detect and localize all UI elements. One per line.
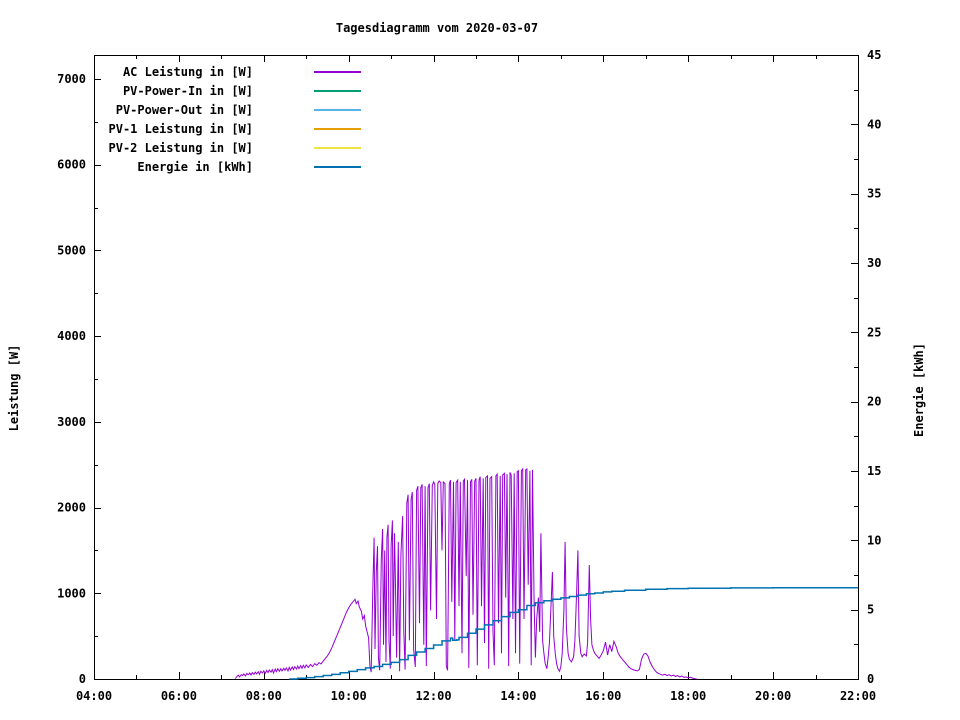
- y1-tick-label: 5000: [57, 243, 86, 257]
- y1-tick-label: 2000: [57, 501, 86, 515]
- x-tick-label: 06:00: [161, 689, 197, 703]
- x-tick-label: 22:00: [840, 689, 876, 703]
- x-tick-label: 18:00: [670, 689, 706, 703]
- x-tick-label: 12:00: [415, 689, 451, 703]
- legend-label: PV-1 Leistung in [W]: [108, 121, 254, 136]
- y2-tick-label: 20: [867, 395, 881, 409]
- y2-tick-label: 0: [867, 672, 874, 686]
- legend-label: PV-2 Leistung in [W]: [108, 140, 254, 155]
- legend-label: AC Leistung in [W]: [122, 64, 253, 79]
- legend: AC Leistung in [W] PV-Power-In in [W] PV-P…: [94, 62, 361, 176]
- x-tick-label: 04:00: [76, 689, 112, 703]
- series-line-ac-leistung-in-w-: [234, 467, 697, 680]
- x-tick-label: 08:00: [246, 689, 282, 703]
- y2-tick-label: 5: [867, 603, 874, 617]
- series-line-energie-in-kwh-: [289, 587, 858, 680]
- y1-tick-label: 1000: [57, 586, 86, 600]
- legend-row: Energie in [kWh]: [94, 157, 361, 176]
- y1-tick-label: 0: [79, 672, 86, 686]
- y2-tick-label: 45: [867, 48, 881, 62]
- legend-line-sample: [314, 146, 361, 149]
- legend-row: PV-Power-In in [W]: [94, 81, 361, 100]
- y2-tick-label: 30: [867, 256, 881, 270]
- y2-tick-label: 10: [867, 533, 881, 547]
- x-tick-label: 10:00: [331, 689, 367, 703]
- legend-label: PV-Power-Out in [W]: [115, 102, 253, 117]
- legend-line-sample: [314, 89, 361, 92]
- x-tick-label: 16:00: [585, 689, 621, 703]
- y2-tick-label: 40: [867, 117, 881, 131]
- y2-tick-label: 15: [867, 464, 881, 478]
- y2-tick-label: 35: [867, 187, 881, 201]
- chart-title: Tagesdiagramm vom 2020-03-07: [335, 21, 539, 35]
- y1-tick-label: 3000: [57, 415, 86, 429]
- legend-line-sample: [314, 108, 361, 111]
- legend-line-sample: [314, 165, 361, 168]
- legend-row: PV-1 Leistung in [W]: [94, 119, 361, 138]
- legend-line-sample: [314, 127, 361, 130]
- legend-label: Energie in [kWh]: [137, 159, 253, 174]
- y2-tick-label: 25: [867, 325, 881, 339]
- y1-tick-label: 4000: [57, 329, 86, 343]
- y1-tick-label: 7000: [57, 72, 86, 86]
- legend-label: PV-Power-In in [W]: [122, 83, 253, 98]
- legend-line-sample: [314, 70, 361, 73]
- y1-tick-label: 6000: [57, 158, 86, 172]
- x-tick-label: 14:00: [500, 689, 536, 703]
- legend-row: AC Leistung in [W]: [94, 62, 361, 81]
- legend-row: PV-2 Leistung in [W]: [94, 138, 361, 157]
- x-tick-label: 20:00: [755, 689, 791, 703]
- legend-row: PV-Power-Out in [W]: [94, 100, 361, 119]
